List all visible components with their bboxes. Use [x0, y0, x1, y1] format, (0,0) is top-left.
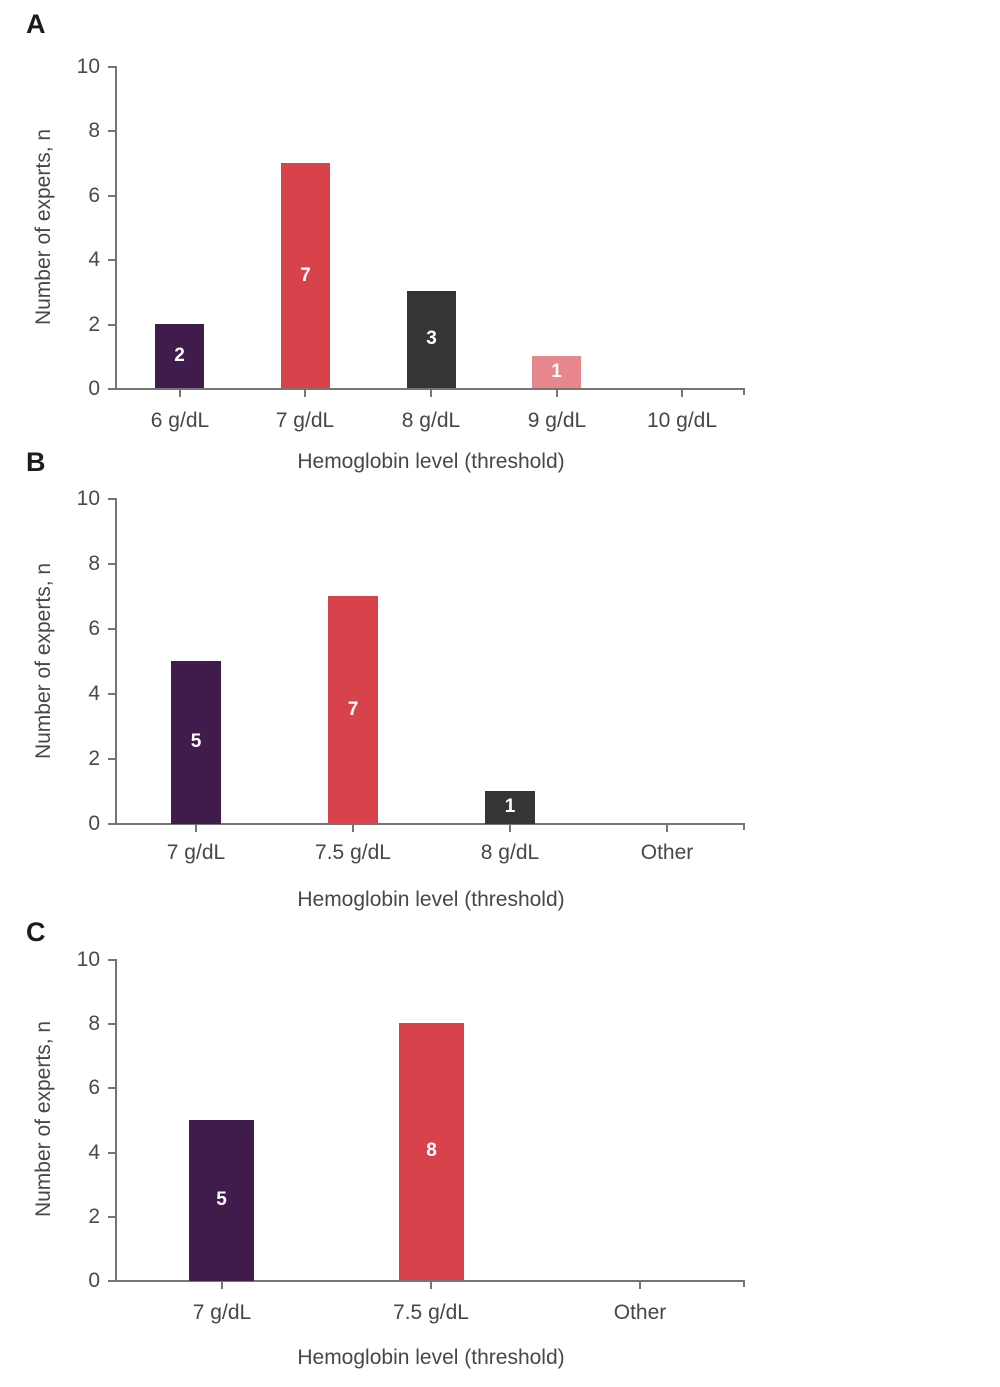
bar-value-label: 7 — [347, 699, 359, 720]
y-tick-mark — [108, 66, 115, 68]
bar-value-label: 2 — [174, 345, 185, 366]
bar-value-label: 8 — [426, 1140, 437, 1161]
y-tick-label: 8 — [88, 1012, 100, 1035]
x-tick-label: 7 g/dL — [166, 841, 226, 864]
x-tick-mark — [430, 390, 432, 397]
panel-c-label: C — [26, 917, 46, 947]
x-axis-end-tick — [743, 388, 745, 395]
y-axis-title-panel-c: Number of experts, n — [32, 1020, 55, 1218]
x-tick-label: Other — [613, 1301, 667, 1324]
bar-value-label: 1 — [504, 796, 516, 817]
y-tick-mark — [108, 563, 115, 565]
y-tick-label: 2 — [88, 1205, 100, 1228]
x-axis-line — [117, 1280, 745, 1282]
bar: 8 — [399, 1023, 464, 1280]
y-tick-mark — [108, 693, 115, 695]
bar-value-label: 5 — [216, 1189, 227, 1210]
x-axis-title-panel-a: Hemoglobin level (threshold) — [297, 450, 565, 473]
x-tick-mark — [556, 390, 558, 397]
y-tick-label: 6 — [88, 617, 100, 640]
y-tick-label: 10 — [76, 487, 100, 510]
y-tick-label: 8 — [88, 552, 100, 575]
y-tick-mark — [108, 758, 115, 760]
x-axis-line — [117, 388, 745, 390]
y-tick-label: 10 — [76, 948, 100, 971]
y-axis-line — [115, 498, 117, 825]
y-tick-mark — [108, 1280, 115, 1282]
bar: 1 — [532, 356, 581, 388]
y-tick-mark — [108, 1023, 115, 1025]
bar: 1 — [485, 791, 535, 824]
x-axis-line — [117, 823, 745, 825]
y-tick-mark — [108, 195, 115, 197]
bar-value-label: 1 — [551, 361, 562, 382]
y-tick-label: 0 — [88, 812, 100, 835]
x-tick-mark — [430, 1282, 432, 1289]
x-tick-mark — [352, 825, 354, 832]
x-tick-mark — [179, 390, 181, 397]
bar-value-label: 3 — [426, 328, 437, 349]
y-tick-mark — [108, 1216, 115, 1218]
y-tick-label: 6 — [88, 1076, 100, 1099]
y-tick-mark — [108, 1152, 115, 1154]
x-tick-label: 7.5 g/dL — [315, 841, 391, 864]
x-tick-label: 7 g/dL — [275, 409, 335, 432]
x-axis-title-panel-c: Hemoglobin level (threshold) — [297, 1346, 565, 1369]
bar: 7 — [328, 596, 378, 823]
bar: 5 — [171, 661, 221, 824]
y-tick-mark — [108, 388, 115, 390]
x-tick-label: 8 g/dL — [480, 841, 540, 864]
y-axis-title-panel-b: Number of experts, n — [32, 562, 55, 760]
y-tick-mark — [108, 823, 115, 825]
y-tick-label: 4 — [88, 248, 100, 271]
x-tick-label: 6 g/dL — [150, 409, 210, 432]
bar: 3 — [407, 291, 456, 388]
y-tick-label: 2 — [88, 313, 100, 336]
x-tick-label: Other — [640, 841, 694, 864]
y-tick-label: 2 — [88, 747, 100, 770]
x-tick-mark — [195, 825, 197, 832]
y-tick-mark — [108, 498, 115, 500]
x-tick-mark — [639, 1282, 641, 1289]
y-tick-mark — [108, 959, 115, 961]
x-tick-mark — [221, 1282, 223, 1289]
bar-value-label: 5 — [190, 731, 202, 752]
bar: 7 — [281, 163, 330, 388]
y-tick-label: 0 — [88, 377, 100, 400]
x-tick-mark — [509, 825, 511, 832]
bar-value-label: 7 — [300, 265, 311, 286]
x-tick-mark — [304, 390, 306, 397]
x-tick-label: 10 g/dL — [646, 409, 718, 432]
x-tick-mark — [681, 390, 683, 397]
y-tick-label: 10 — [76, 55, 100, 78]
y-tick-mark — [108, 130, 115, 132]
y-axis-line — [115, 959, 117, 1282]
y-axis-title-panel-a: Number of experts, n — [32, 128, 55, 326]
x-tick-label: 7 g/dL — [192, 1301, 252, 1324]
x-tick-label: 7.5 g/dL — [393, 1301, 469, 1324]
bar: 2 — [155, 324, 204, 388]
x-axis-title-panel-b: Hemoglobin level (threshold) — [297, 888, 565, 911]
x-tick-mark — [666, 825, 668, 832]
x-axis-end-tick — [743, 823, 745, 830]
panel-b-label: B — [26, 447, 46, 477]
y-tick-label: 0 — [88, 1269, 100, 1292]
y-tick-mark — [108, 259, 115, 261]
y-tick-mark — [108, 1087, 115, 1089]
y-axis-line — [115, 66, 117, 390]
panel-a-label: A — [26, 9, 46, 39]
x-tick-label: 8 g/dL — [401, 409, 461, 432]
x-tick-label: 9 g/dL — [527, 409, 587, 432]
y-tick-label: 4 — [88, 1141, 100, 1164]
y-tick-label: 4 — [88, 682, 100, 705]
y-tick-mark — [108, 628, 115, 630]
y-tick-mark — [108, 324, 115, 326]
y-tick-label: 6 — [88, 184, 100, 207]
bar: 5 — [189, 1120, 254, 1281]
y-tick-label: 8 — [88, 119, 100, 142]
x-axis-end-tick — [743, 1280, 745, 1287]
